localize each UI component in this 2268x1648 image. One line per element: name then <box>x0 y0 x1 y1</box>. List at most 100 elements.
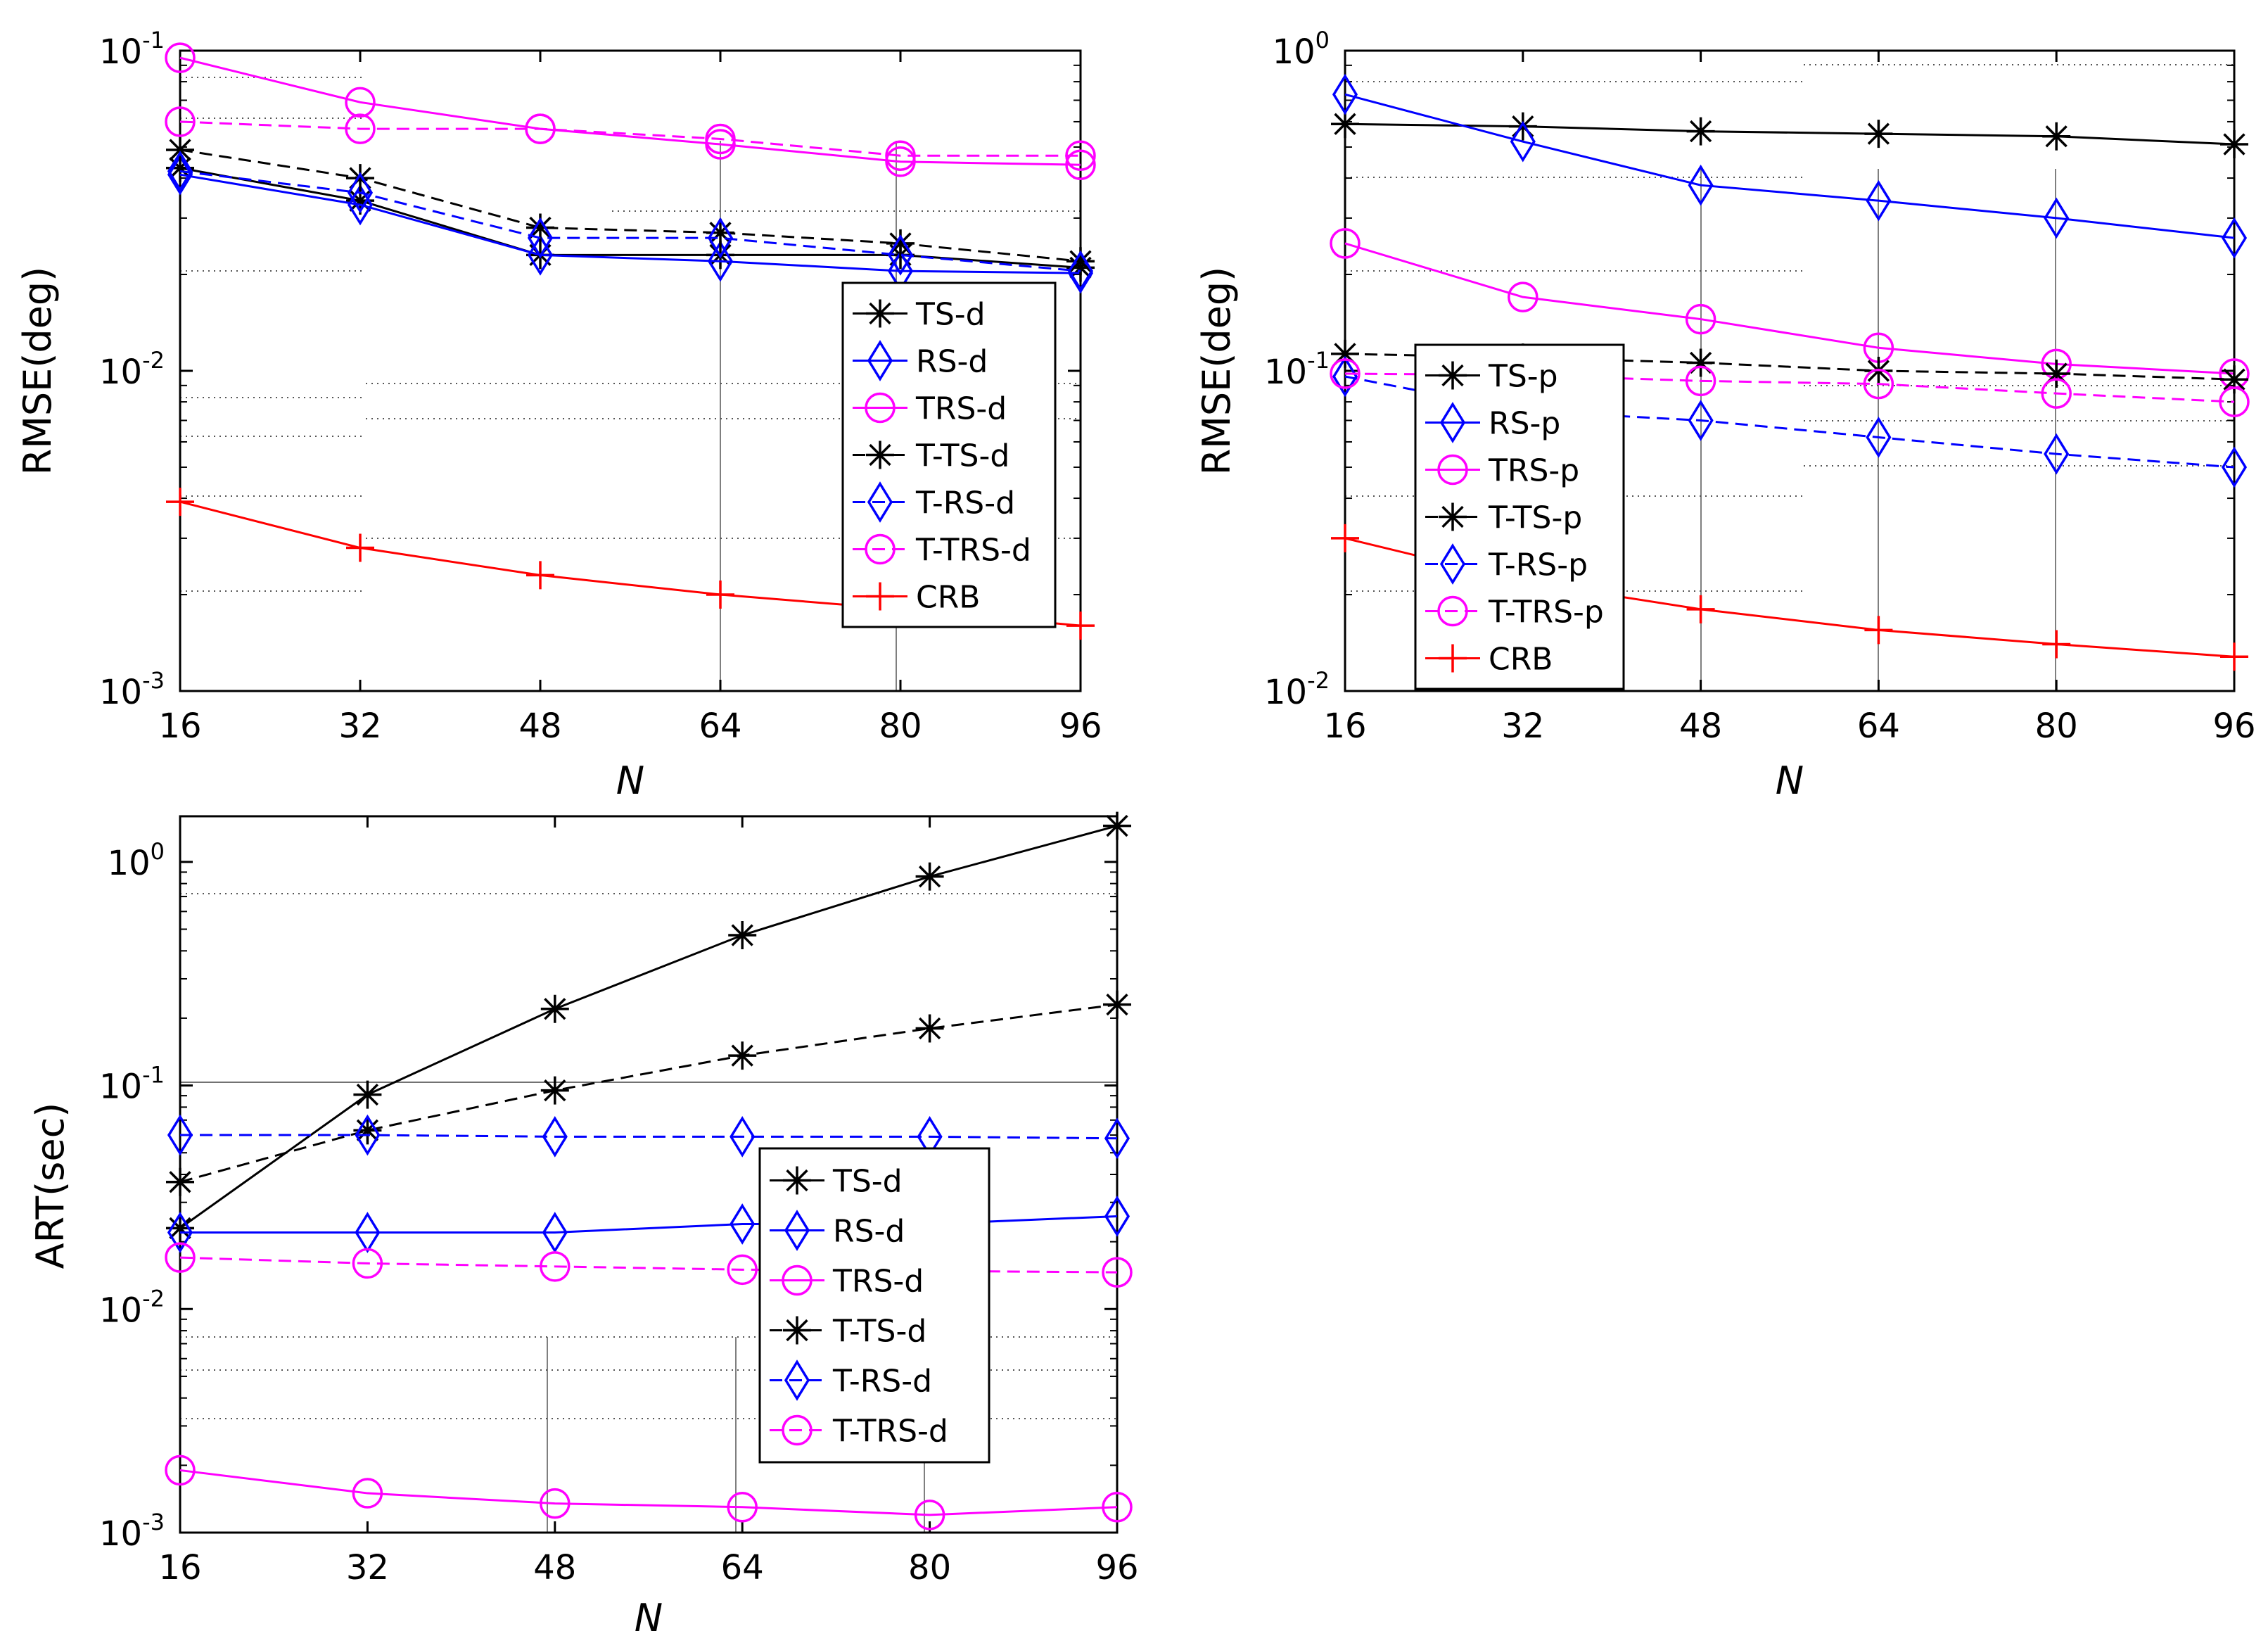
data-point <box>1864 616 1893 645</box>
data-point <box>727 1492 758 1523</box>
legend: TS-d RS-d TRS-d T-TS-d T-RS-d T-TRS-d <box>758 1147 990 1464</box>
data-point <box>2219 386 2250 417</box>
x-axis-label: N <box>635 1596 663 1640</box>
data-point <box>2041 378 2072 409</box>
data-point <box>166 1214 194 1243</box>
data-point <box>165 106 196 137</box>
data-point <box>352 1478 383 1509</box>
legend-label: TRS-p <box>1488 453 1579 489</box>
data-point <box>706 581 734 609</box>
legend-item: TS-d <box>853 297 986 333</box>
legend: TS-p RS-p TRS-p T-TS-p T-RS-p T-TRS-p CRB <box>1414 343 1625 690</box>
x-tick-label: 64 <box>721 1548 764 1587</box>
legend-item: T-RS-d <box>770 1359 932 1401</box>
data-point <box>1104 1196 1130 1237</box>
data-point <box>887 234 914 276</box>
x-tick-label: 96 <box>1059 706 1102 746</box>
data-point <box>527 217 554 259</box>
data-point <box>1866 417 1892 458</box>
series-line <box>179 173 1081 274</box>
data-point <box>1863 368 1894 400</box>
x-tick-label: 64 <box>699 706 741 746</box>
legend-label: CRB <box>916 580 980 616</box>
data-point <box>886 229 915 258</box>
x-tick-label: 48 <box>1679 706 1722 746</box>
x-tick-label: 16 <box>158 1548 201 1587</box>
legend-item: CRB <box>853 580 980 616</box>
legend-marker <box>1437 454 1468 486</box>
legend-label: T-RS-d <box>832 1364 932 1400</box>
y-tick-label: 10-2 <box>99 1285 165 1330</box>
data-point <box>166 1167 194 1196</box>
legend-item: T-TRS-d <box>853 533 1031 569</box>
data-point <box>346 186 374 215</box>
data-point <box>1103 811 1131 840</box>
legend-label: T-TS-p <box>1488 500 1582 536</box>
x-tick-label: 96 <box>2212 706 2255 746</box>
chart-art: 16 32 48 64 80 96 100 10-1 10-2 10-3 N ART(sec) TS-d… <box>28 811 1139 1640</box>
y-tick-label: 100 <box>108 838 165 883</box>
series-line <box>179 1469 1118 1516</box>
data-point <box>525 113 556 144</box>
data-point <box>1067 250 1094 292</box>
y-axis-label: RMSE(deg) <box>1194 267 1239 475</box>
y-tick-label: 10-1 <box>99 1062 165 1107</box>
x-tick-label: 16 <box>1323 706 1366 746</box>
legend-marker <box>1439 543 1466 585</box>
legend-item: TS-d <box>770 1164 903 1200</box>
data-point <box>1065 140 1096 171</box>
series-TS-p <box>1331 110 2248 159</box>
data-point <box>2220 130 2248 159</box>
data-point <box>915 862 944 891</box>
legend-label: T-RS-p <box>1488 547 1588 583</box>
data-point <box>2221 217 2248 259</box>
data-point <box>707 240 734 282</box>
y-axis-label: RMSE(deg) <box>15 267 60 475</box>
data-point <box>1066 247 1095 276</box>
legend-item: T-TS-p <box>1425 500 1582 536</box>
x-tick-label: 32 <box>346 1548 389 1587</box>
legend-marker <box>782 1414 813 1446</box>
series-line <box>179 1003 1118 1184</box>
data-point <box>1102 1257 1133 1288</box>
legend-item: T-TS-d <box>770 1314 926 1350</box>
legend-label: RS-p <box>1489 406 1560 442</box>
x-tick-label: 80 <box>2035 706 2078 746</box>
data-point <box>526 213 554 242</box>
series-T-RS-d <box>167 151 1094 292</box>
legend-marker <box>783 1166 811 1195</box>
y-tick-label: 10-3 <box>99 1509 165 1554</box>
data-point <box>1104 1117 1130 1160</box>
y-tick-label: 10-1 <box>1264 347 1330 392</box>
legend-marker <box>1439 361 1467 390</box>
legend-label: CRB <box>1489 642 1553 678</box>
data-point <box>1686 117 1715 146</box>
data-point <box>2044 433 2070 475</box>
data-point <box>1102 1492 1133 1523</box>
series-line <box>1344 93 2235 239</box>
data-point <box>1332 355 1358 398</box>
data-point <box>542 1212 568 1253</box>
data-point <box>1688 164 1714 206</box>
legend-marker <box>866 440 894 469</box>
data-point <box>2042 630 2071 659</box>
data-point <box>166 488 194 516</box>
legend-item: T-RS-d <box>853 481 1015 523</box>
legend-box <box>758 1147 990 1464</box>
legend-item: T-RS-p <box>1425 543 1588 585</box>
legend-marker <box>1437 595 1468 627</box>
data-point <box>540 1076 569 1105</box>
data-point <box>1330 228 1361 259</box>
data-point <box>540 1488 571 1519</box>
x-tick-label: 80 <box>879 706 922 746</box>
legend-marker <box>782 1264 813 1296</box>
data-point <box>165 42 196 73</box>
data-point <box>166 135 194 164</box>
data-point <box>707 217 734 259</box>
data-point <box>353 1116 382 1145</box>
legend-label: T-TRS-d <box>915 533 1031 569</box>
data-point <box>730 1116 756 1158</box>
series-T-TS-d <box>166 990 1131 1196</box>
